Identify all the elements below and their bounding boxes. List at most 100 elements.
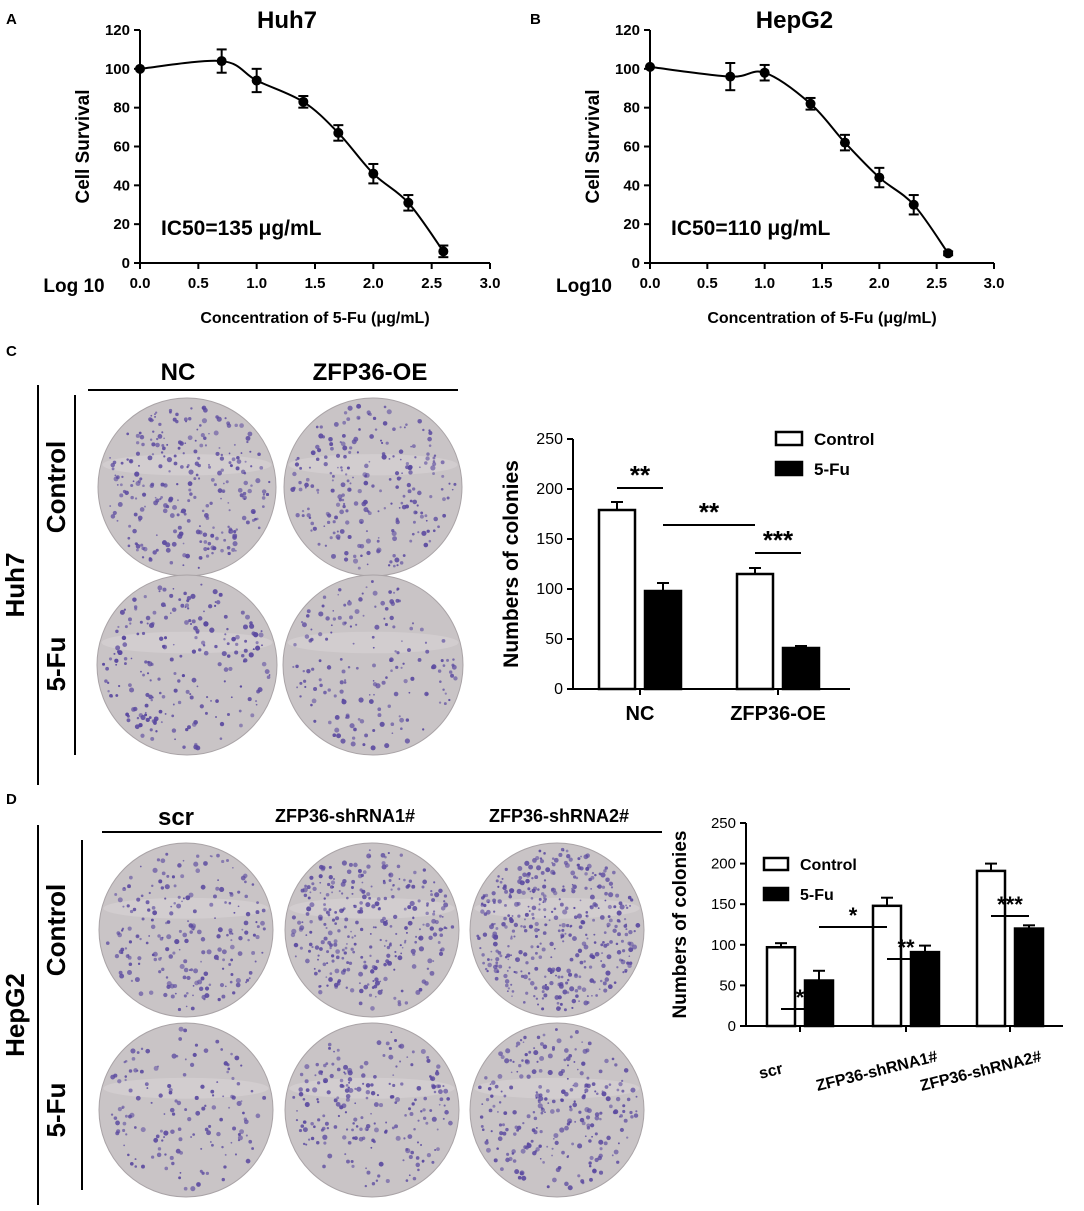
colony-dot <box>311 945 314 949</box>
colony-dot <box>540 1111 544 1115</box>
colony-dot <box>140 733 145 738</box>
colony-dot <box>298 487 303 492</box>
colony-dot <box>453 482 457 486</box>
colony-dot <box>211 1143 214 1147</box>
colony-dot <box>350 886 354 890</box>
colony-dot <box>426 1058 431 1063</box>
colony-dot <box>389 615 394 621</box>
colony-dot <box>333 942 338 947</box>
colony-dot <box>442 688 445 691</box>
colony-dot <box>586 937 589 940</box>
colony-plate-nc-control <box>97 397 277 577</box>
colony-dot <box>585 914 589 918</box>
colony-dot <box>616 1088 620 1092</box>
colony-dot <box>180 465 184 469</box>
colony-dot <box>560 933 565 938</box>
colony-dot <box>107 690 110 693</box>
colony-dot <box>265 492 270 497</box>
colony-dot <box>505 1048 511 1054</box>
colony-dot <box>193 625 198 631</box>
colony-dot <box>379 439 383 442</box>
colony-dot <box>364 463 369 469</box>
colony-dot <box>571 887 574 890</box>
colony-dot <box>405 465 410 470</box>
colony-dot <box>385 939 388 942</box>
colony-dot <box>128 459 134 464</box>
colony-dot <box>377 713 382 718</box>
colony-dot <box>374 977 379 982</box>
colony-dot <box>547 1102 550 1105</box>
colony-dot <box>537 1003 540 1006</box>
colony-dot <box>591 871 595 875</box>
colony-dot <box>452 658 455 661</box>
colony-dot <box>400 989 404 993</box>
colony-dot <box>411 622 415 625</box>
colony-dot <box>199 540 203 544</box>
colony-dot <box>381 454 387 460</box>
colony-dot <box>509 1059 513 1062</box>
colony-dot <box>440 487 444 491</box>
colony-dot <box>236 459 242 464</box>
colony-dot <box>295 513 300 518</box>
colony-dot <box>510 1071 513 1074</box>
colony-dot <box>481 953 485 957</box>
colony-dot <box>368 460 371 463</box>
colony-dot <box>208 465 212 469</box>
colony-dot <box>359 1127 363 1132</box>
colony-dot <box>515 1045 518 1048</box>
colony-dot <box>566 978 570 982</box>
colony-dot <box>190 1136 192 1138</box>
colony-dot <box>169 612 172 614</box>
colony-dot <box>431 898 436 903</box>
colony-dot <box>551 967 556 972</box>
colony-dot <box>234 549 237 552</box>
colony-dot <box>612 928 617 933</box>
colony-dot <box>125 1133 128 1136</box>
colony-dot <box>239 723 243 728</box>
colony-dot <box>577 1143 583 1149</box>
colony-dot <box>494 1084 499 1089</box>
colony-dot <box>601 885 606 889</box>
x-tick-label: 2.0 <box>869 275 890 292</box>
colony-dot <box>193 861 199 867</box>
colony-dot <box>377 537 380 539</box>
colony-dot <box>343 679 347 682</box>
colony-dot <box>370 1006 375 1011</box>
colony-dot <box>347 666 351 669</box>
colony-dot <box>538 1085 543 1089</box>
row-label: Control <box>41 884 71 976</box>
colony-dot <box>442 664 446 667</box>
colony-dot <box>539 857 543 860</box>
colony-dot <box>544 1097 548 1101</box>
colony-dot <box>128 962 133 967</box>
colony-dot <box>521 1175 527 1181</box>
colony-dot <box>403 679 408 684</box>
y-tick-label: 50 <box>545 631 563 648</box>
colony-dot <box>311 698 317 704</box>
colony-dot <box>513 1132 517 1136</box>
colony-dot <box>399 426 402 429</box>
colony-dot <box>243 1119 249 1125</box>
colony-dot <box>187 920 190 923</box>
colony-dot <box>382 879 386 883</box>
colony-dot <box>538 1144 542 1148</box>
colony-dot <box>344 917 349 922</box>
colony-dot <box>580 855 582 858</box>
colony-dot <box>551 1154 553 1157</box>
data-point <box>438 246 449 257</box>
colony-dot <box>348 1081 351 1084</box>
colony-dot <box>166 981 172 987</box>
colony-dot <box>128 524 132 528</box>
colony-dot <box>240 452 243 454</box>
colony-dot <box>219 1117 223 1122</box>
colony-dot <box>415 989 421 995</box>
colony-dot <box>616 919 621 923</box>
colony-dot <box>109 457 111 459</box>
colony-dot <box>232 535 237 540</box>
colony-dot <box>347 405 353 411</box>
colony-dot <box>605 970 611 976</box>
colony-dot <box>203 861 208 866</box>
y-tick-label: 150 <box>711 896 736 913</box>
colony-dot <box>401 504 407 510</box>
